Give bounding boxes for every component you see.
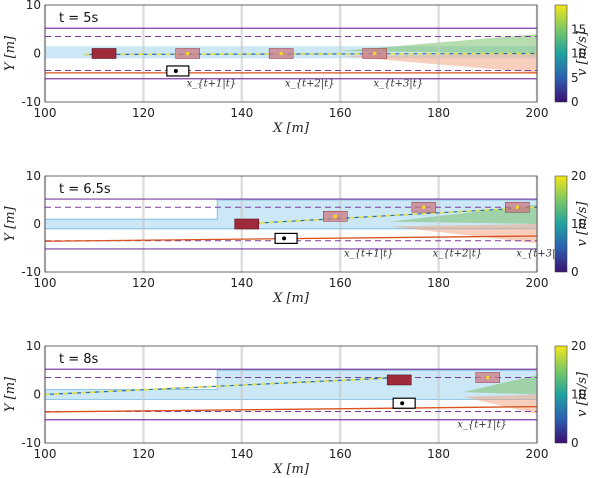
x-tick-label: 120 [132, 276, 155, 290]
reference-path [241, 206, 538, 225]
axes-frame [44, 345, 538, 444]
x-tick-label: 120 [132, 447, 155, 461]
y-tick-label: -10 [21, 265, 41, 279]
predicted-state-marker [515, 205, 520, 209]
colorbar-label: v [m/s] [575, 30, 590, 76]
ego-vehicle [234, 218, 260, 230]
colorbar-label: v [m/s] [575, 201, 590, 247]
colorbar-tick-label: 5 [571, 71, 579, 85]
colorbar-tick-label: 20 [571, 169, 586, 183]
subplot-title: t = 5s [59, 11, 99, 26]
ego-vehicle [91, 48, 117, 59]
state-annotation: x_{t+1|t} [457, 419, 507, 430]
y-tick-label: -10 [21, 95, 41, 109]
x-tick-label: 160 [329, 106, 352, 120]
subplot-title: t = 8s [59, 352, 99, 367]
y-tick-label: 0 [33, 388, 41, 402]
colorbar-tick-label: 0 [571, 436, 579, 450]
colorbar [554, 175, 568, 273]
y-axis-label: Y [m] [3, 376, 18, 412]
state-annotation: x_{t+2|t} [433, 249, 483, 260]
x-axis-label: X [m] [272, 291, 310, 306]
x-tick-label: 200 [526, 276, 549, 290]
ego-vehicle [386, 374, 412, 386]
y-tick-label: 0 [33, 47, 41, 61]
colorbar-tick-label: 10 [571, 47, 586, 61]
x-tick-label: 140 [230, 106, 253, 120]
predicted-state-marker [279, 51, 283, 56]
title-background [53, 348, 123, 368]
x-tick-label: 160 [329, 276, 352, 290]
axes-frame [44, 175, 538, 273]
colorbar-label: v [m/s] [575, 371, 590, 417]
colorbar-tick-label: 0 [571, 95, 579, 109]
x-tick-label: 200 [526, 106, 549, 120]
x-tick-label: 140 [230, 447, 253, 461]
predicted-state-marker [372, 51, 377, 56]
colorbar-tick-label: 0 [571, 265, 579, 279]
state-annotation: x_{t+1|t} [344, 249, 394, 260]
x-tick-label: 180 [427, 106, 450, 120]
y-tick-label: 10 [26, 169, 41, 183]
colorbar-tick-label: 15 [571, 22, 586, 36]
axes-frame [44, 4, 538, 103]
subplot-title: t = 6.5s [59, 182, 111, 197]
x-tick-label: 100 [34, 276, 57, 290]
y-axis-label: Y [m] [3, 205, 18, 241]
state-annotation: x_{t+3|t} [374, 78, 424, 89]
x-axis-label: X [m] [272, 462, 310, 477]
x-tick-label: 160 [329, 447, 352, 461]
other-trajectory [44, 405, 538, 413]
other-vehicle-marker [173, 68, 178, 73]
y-tick-label: -10 [21, 436, 41, 450]
ego-trajectory [44, 376, 400, 396]
x-axis-label: X [m] [272, 121, 310, 136]
x-tick-label: 140 [230, 276, 253, 290]
predicted-state-marker [333, 214, 338, 219]
y-tick-label: 10 [26, 339, 41, 353]
x-tick-label: 180 [427, 276, 450, 290]
colorbar-tick-label: 10 [571, 388, 586, 402]
predicted-state-marker [185, 51, 190, 56]
colorbar-tick-label: 10 [571, 217, 586, 231]
title-background [53, 178, 123, 198]
other-vehicle-marker [282, 236, 287, 241]
x-tick-label: 180 [427, 447, 450, 461]
x-tick-label: 100 [34, 106, 57, 120]
x-tick-label: 200 [526, 447, 549, 461]
y-tick-label: 0 [33, 217, 41, 231]
colorbar [554, 4, 568, 103]
state-annotation: x_{t+2|t} [285, 78, 335, 89]
colorbar [554, 345, 568, 444]
other-vehicle-marker [400, 401, 405, 406]
title-background [53, 7, 123, 27]
colorbar-tick-label: 20 [571, 339, 586, 353]
y-axis-label: Y [m] [3, 35, 18, 71]
predicted-state-marker [422, 205, 426, 209]
y-tick-label: 10 [26, 0, 41, 12]
prediction-cone-orange [463, 394, 537, 414]
prediction-cone-orange [389, 224, 537, 244]
reference-path [84, 52, 538, 56]
prediction-cone-green [463, 375, 537, 395]
state-annotation: x_{t+3|t} [516, 249, 566, 260]
state-annotation: x_{t+1|t} [187, 78, 237, 89]
x-tick-label: 100 [34, 447, 57, 461]
predicted-state-marker [486, 375, 490, 380]
x-tick-label: 120 [132, 106, 155, 120]
